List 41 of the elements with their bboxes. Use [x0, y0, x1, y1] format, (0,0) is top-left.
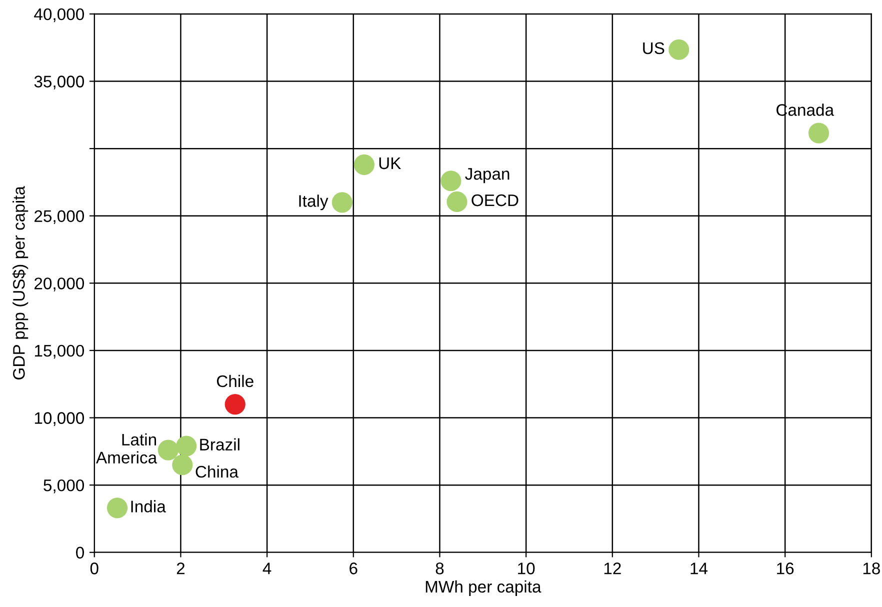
- y-tick-label: 20,000: [34, 278, 84, 292]
- annotation: Brazil: [200, 438, 240, 451]
- x-tick-label: 10: [518, 562, 535, 574]
- annotation: US: [643, 42, 664, 54]
- point: [224, 394, 246, 415]
- x-tick-label: 0: [90, 562, 98, 574]
- point: [176, 436, 197, 456]
- y-tick-label: 40,000: [34, 8, 84, 22]
- annotation: Italy: [299, 194, 328, 210]
- y-tick-label: 5,000: [44, 479, 84, 494]
- x-axis-title: MWh per capita: [426, 580, 542, 596]
- point: [808, 122, 830, 144]
- y-tick-label: 15,000: [34, 344, 84, 359]
- annotation: Latin America: [96, 433, 158, 464]
- point: [106, 498, 128, 518]
- x-tick-label: 18: [863, 562, 880, 574]
- x-tick-label: 2: [176, 562, 185, 574]
- x-tick-label: 4: [262, 562, 272, 574]
- x-tick-label: 6: [350, 562, 358, 574]
- y-tick-label: 10,000: [34, 412, 84, 426]
- point: [668, 39, 690, 60]
- point: [354, 154, 374, 176]
- annotation: Chile: [216, 374, 254, 388]
- y-tick-label: 0: [76, 546, 84, 559]
- point: [172, 454, 193, 476]
- x-tick-label: 14: [690, 562, 708, 574]
- annotation: UK: [379, 158, 402, 170]
- point: [158, 440, 178, 460]
- annotation: OECD: [472, 194, 518, 206]
- point: [446, 191, 468, 212]
- y-tick-label: 35,000: [34, 76, 84, 90]
- x-tick-label: 16: [777, 562, 794, 574]
- y-axis-title: GDP ppp (US$) per capita: [12, 186, 28, 380]
- x-tick-label: 8: [436, 562, 444, 574]
- annotation: China: [196, 465, 238, 478]
- y-tick-label: 25,000: [34, 210, 84, 224]
- point: [332, 192, 352, 213]
- annotation: India: [131, 500, 166, 512]
- x-tick-label: 12: [604, 562, 621, 574]
- point: [440, 170, 462, 192]
- annotation: Japan: [465, 168, 510, 184]
